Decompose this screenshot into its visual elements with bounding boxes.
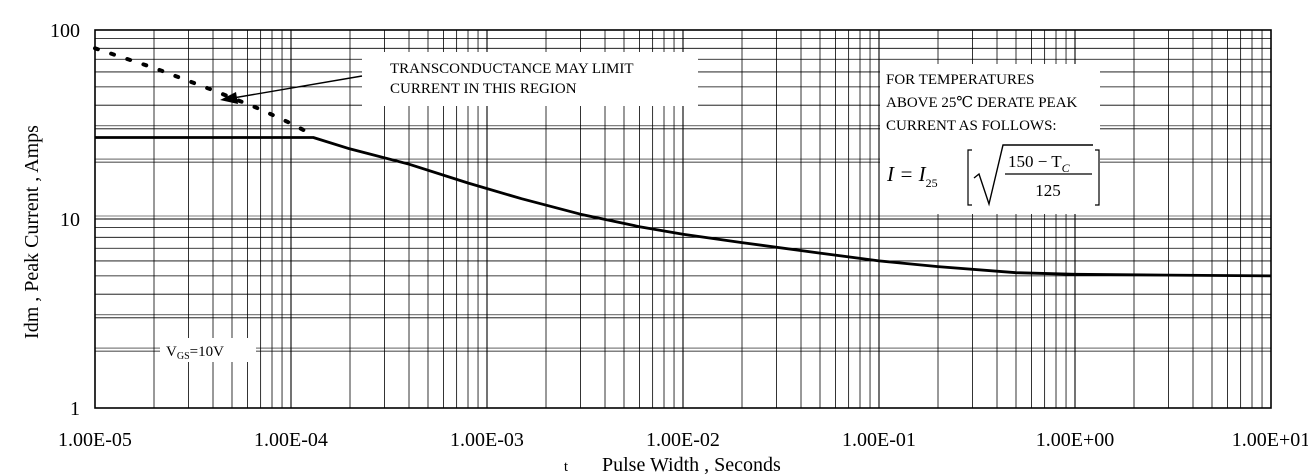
plot-frame [94, 29, 1272, 409]
vgs-v: V [166, 344, 177, 360]
transconductance-arrow [220, 75, 363, 104]
series-layer [93, 46, 1272, 278]
formula-denominator: 125 [1035, 181, 1061, 200]
formula-numerator-sub: C [1062, 161, 1071, 175]
transconductance-line-1: TRANSCONDUCTANCE MAY LIMIT [390, 61, 634, 77]
formula-numerator: 150 − T [1008, 152, 1062, 171]
y-tick-label: 1 [70, 398, 80, 420]
transconductance-note: TRANSCONDUCTANCE MAY LIMIT CURRENT IN TH… [362, 52, 698, 106]
formula-lhs: I = I [886, 162, 927, 186]
x-axis-prefix: t [564, 459, 569, 475]
x-axis-label: Pulse Width , Seconds [602, 454, 781, 475]
y-tick-label: 100 [50, 20, 80, 42]
series-line-dotted [93, 46, 309, 134]
x-tick-label: 1.00E-04 [254, 429, 328, 451]
derate-line-1: FOR TEMPERATURES [886, 72, 1035, 88]
x-tick-label: 1.00E-05 [58, 429, 132, 451]
x-tick-label: 1.00E-01 [842, 429, 916, 451]
derate-formula: I = I25 150 − TC 125 [886, 144, 1100, 207]
svg-text:150 − TC: 150 − TC [1008, 152, 1071, 175]
x-tick-label: 1.00E-02 [646, 429, 720, 451]
series-line-solid [95, 136, 1272, 278]
vgs-value: =10V [190, 344, 224, 360]
y-axis-label: Idm , Peak Current , Amps [21, 125, 43, 339]
transconductance-line-2: CURRENT IN THIS REGION [390, 81, 577, 97]
x-tick-label: 1.00E+01 [1232, 429, 1308, 451]
formula-lhs-sub: 25 [926, 176, 938, 190]
y-tick-label: 10 [60, 209, 80, 231]
derate-line-2: ABOVE 25℃ DERATE PEAK [886, 95, 1078, 111]
derate-note: FOR TEMPERATURES ABOVE 25℃ DERATE PEAK C… [880, 64, 1100, 214]
vgs-sub: GS [177, 351, 190, 362]
x-tick-label: 1.00E-03 [450, 429, 524, 451]
vgs-label: VGS=10V [160, 338, 256, 362]
x-tick-label: 1.00E+00 [1036, 429, 1115, 451]
derate-line-3: CURRENT AS FOLLOWS: [886, 118, 1057, 134]
svg-text:VGS=10V: VGS=10V [166, 344, 224, 362]
tick-labels: 1.00E-05 1.00E-04 1.00E-03 1.00E-02 1.00E-01… [50, 20, 1308, 451]
svg-text:I = I25: I = I25 [886, 162, 938, 190]
